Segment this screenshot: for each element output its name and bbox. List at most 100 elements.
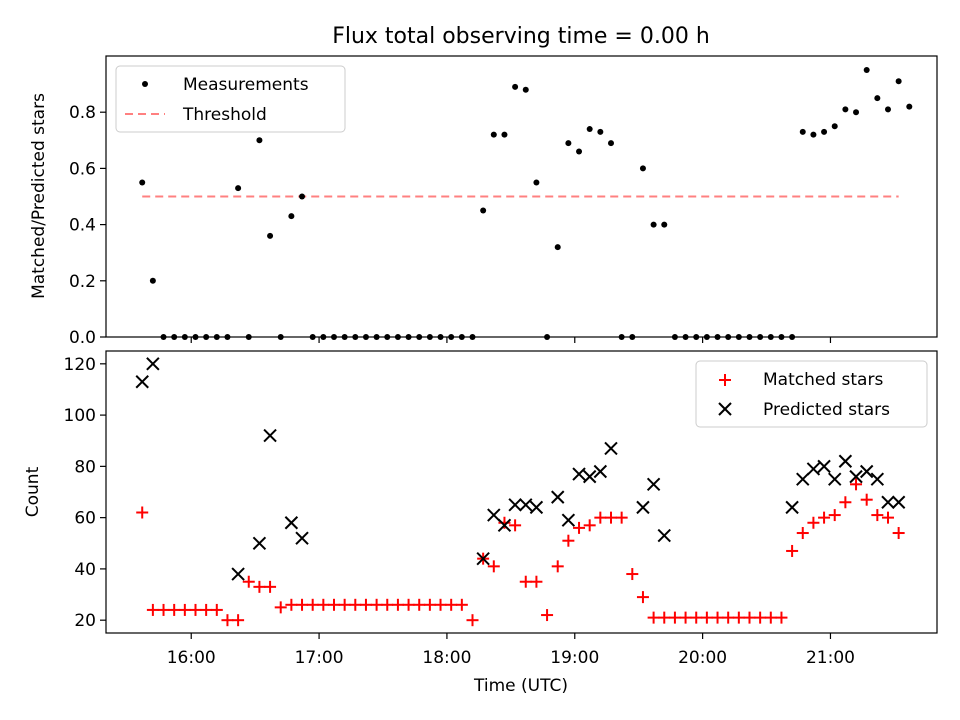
matched-star-point [764,611,777,624]
predicted-star-point [561,513,576,527]
top-panel: 0.00.20.40.60.8 Matched/Predicted stars … [29,55,938,348]
measurement-point [267,232,274,239]
measurement-point [565,140,572,147]
predicted-star-point [828,472,842,486]
matched-star-point [775,611,788,624]
measurement-point [810,131,817,138]
matched-star-point [285,598,298,611]
matched-star-point [754,611,767,624]
matched-star-point [679,611,692,624]
measurement-point [639,165,646,172]
measurement-point [607,140,614,147]
matched-star-point [168,603,181,616]
matched-star-point [178,603,191,616]
matched-star-point [743,611,756,624]
matched-star-point [189,603,202,616]
matched-star-point [455,598,468,611]
matched-star-point [786,544,799,557]
predicted-star-point [519,498,533,512]
matched-star-point [253,580,266,593]
matched-star-point [146,603,159,616]
matched-star-point [200,603,213,616]
predicted-star-point [817,459,831,474]
top-y-ticks: 0.0 0.2 0.4 0.6 0.8 [69,103,106,348]
matched-star-point [541,609,554,622]
bottom-legend-box [695,360,928,428]
predicted-star-point [295,531,309,545]
measurement-point [490,131,497,138]
x-tick-label: 21:00 [806,648,855,668]
measurement-point [288,213,295,220]
measurement-point [149,277,156,284]
measurement-point [874,95,881,102]
matched-star-point [434,598,447,611]
matched-star-point [818,511,831,524]
matched-star-point [370,598,383,611]
matched-star-point [466,614,479,627]
predicted-star-point [881,495,895,509]
measurement-point [799,128,806,135]
predicted-star-point [551,490,565,504]
matched-star-point [828,509,841,522]
matched-star-point [796,527,809,540]
predicted-star-point [870,472,885,486]
bottom-y-tick-label: 40 [74,560,96,580]
matched-star-point [274,601,287,614]
measurement-point [906,103,913,110]
matched-star-point [519,575,532,588]
matched-star-point [317,598,330,611]
matched-star-point [136,506,149,519]
legend-measurements-label: Measurements [183,75,309,95]
predicted-star-point [252,536,267,550]
predicted-star-point [508,498,522,512]
predicted-star-point [593,464,608,479]
matched-star-point [562,534,575,547]
matched-star-point [604,511,617,524]
matched-star-point [881,511,894,524]
bottom-y-axis-label: Count [23,466,43,517]
predicted-star-point [859,464,874,479]
matched-star-point [711,611,724,624]
x-tick-label: 18:00 [422,648,471,668]
top-legend-box [115,65,346,133]
x-axis-label: Time (UTC) [473,676,568,696]
predicted-star-point [231,567,245,581]
measurement-point [661,221,668,228]
matched-star-point [871,509,884,522]
chart-title: Flux total observing time = 0.00 h [332,24,710,49]
legend-matched-marker [719,374,731,386]
matched-star-point [690,611,703,624]
matched-star-point [242,575,255,588]
predicted-stars-points [135,357,906,581]
predicted-star-point [806,462,821,476]
predicted-star-point [263,428,277,443]
measurement-point [650,221,657,228]
matched-star-point [615,511,628,524]
matched-star-point [327,598,340,611]
top-legend: Measurements Threshold [115,65,346,133]
measurement-point [533,179,540,186]
matched-star-point [338,598,351,611]
measurement-point [554,244,561,251]
predicted-star-point [604,441,618,456]
matched-star-point [349,598,362,611]
measurement-point [501,131,508,138]
matched-star-point [530,575,543,588]
matched-star-point [498,516,511,529]
bottom-panel: 20 40 60 80 100 120 16:00 17:00 18:00 19:00 20:00… [23,350,938,696]
matched-star-point [860,493,873,506]
top-y-axis-label: Matched/Predicted stars [29,93,49,299]
measurement-point [597,128,604,135]
predicted-star-point [572,467,586,481]
measurement-point [863,67,870,74]
bottom-x-ticks: 16:00 17:00 18:00 19:00 20:00 21:00 [167,633,855,668]
matched-star-point [391,598,404,611]
predicted-star-point [657,528,671,543]
predicted-star-point [529,500,544,515]
bottom-legend: Matched stars Predicted stars [695,360,928,428]
measurement-point [139,179,146,186]
matched-star-point [850,478,863,491]
matched-star-point [509,519,522,532]
measurement-point [512,83,519,90]
